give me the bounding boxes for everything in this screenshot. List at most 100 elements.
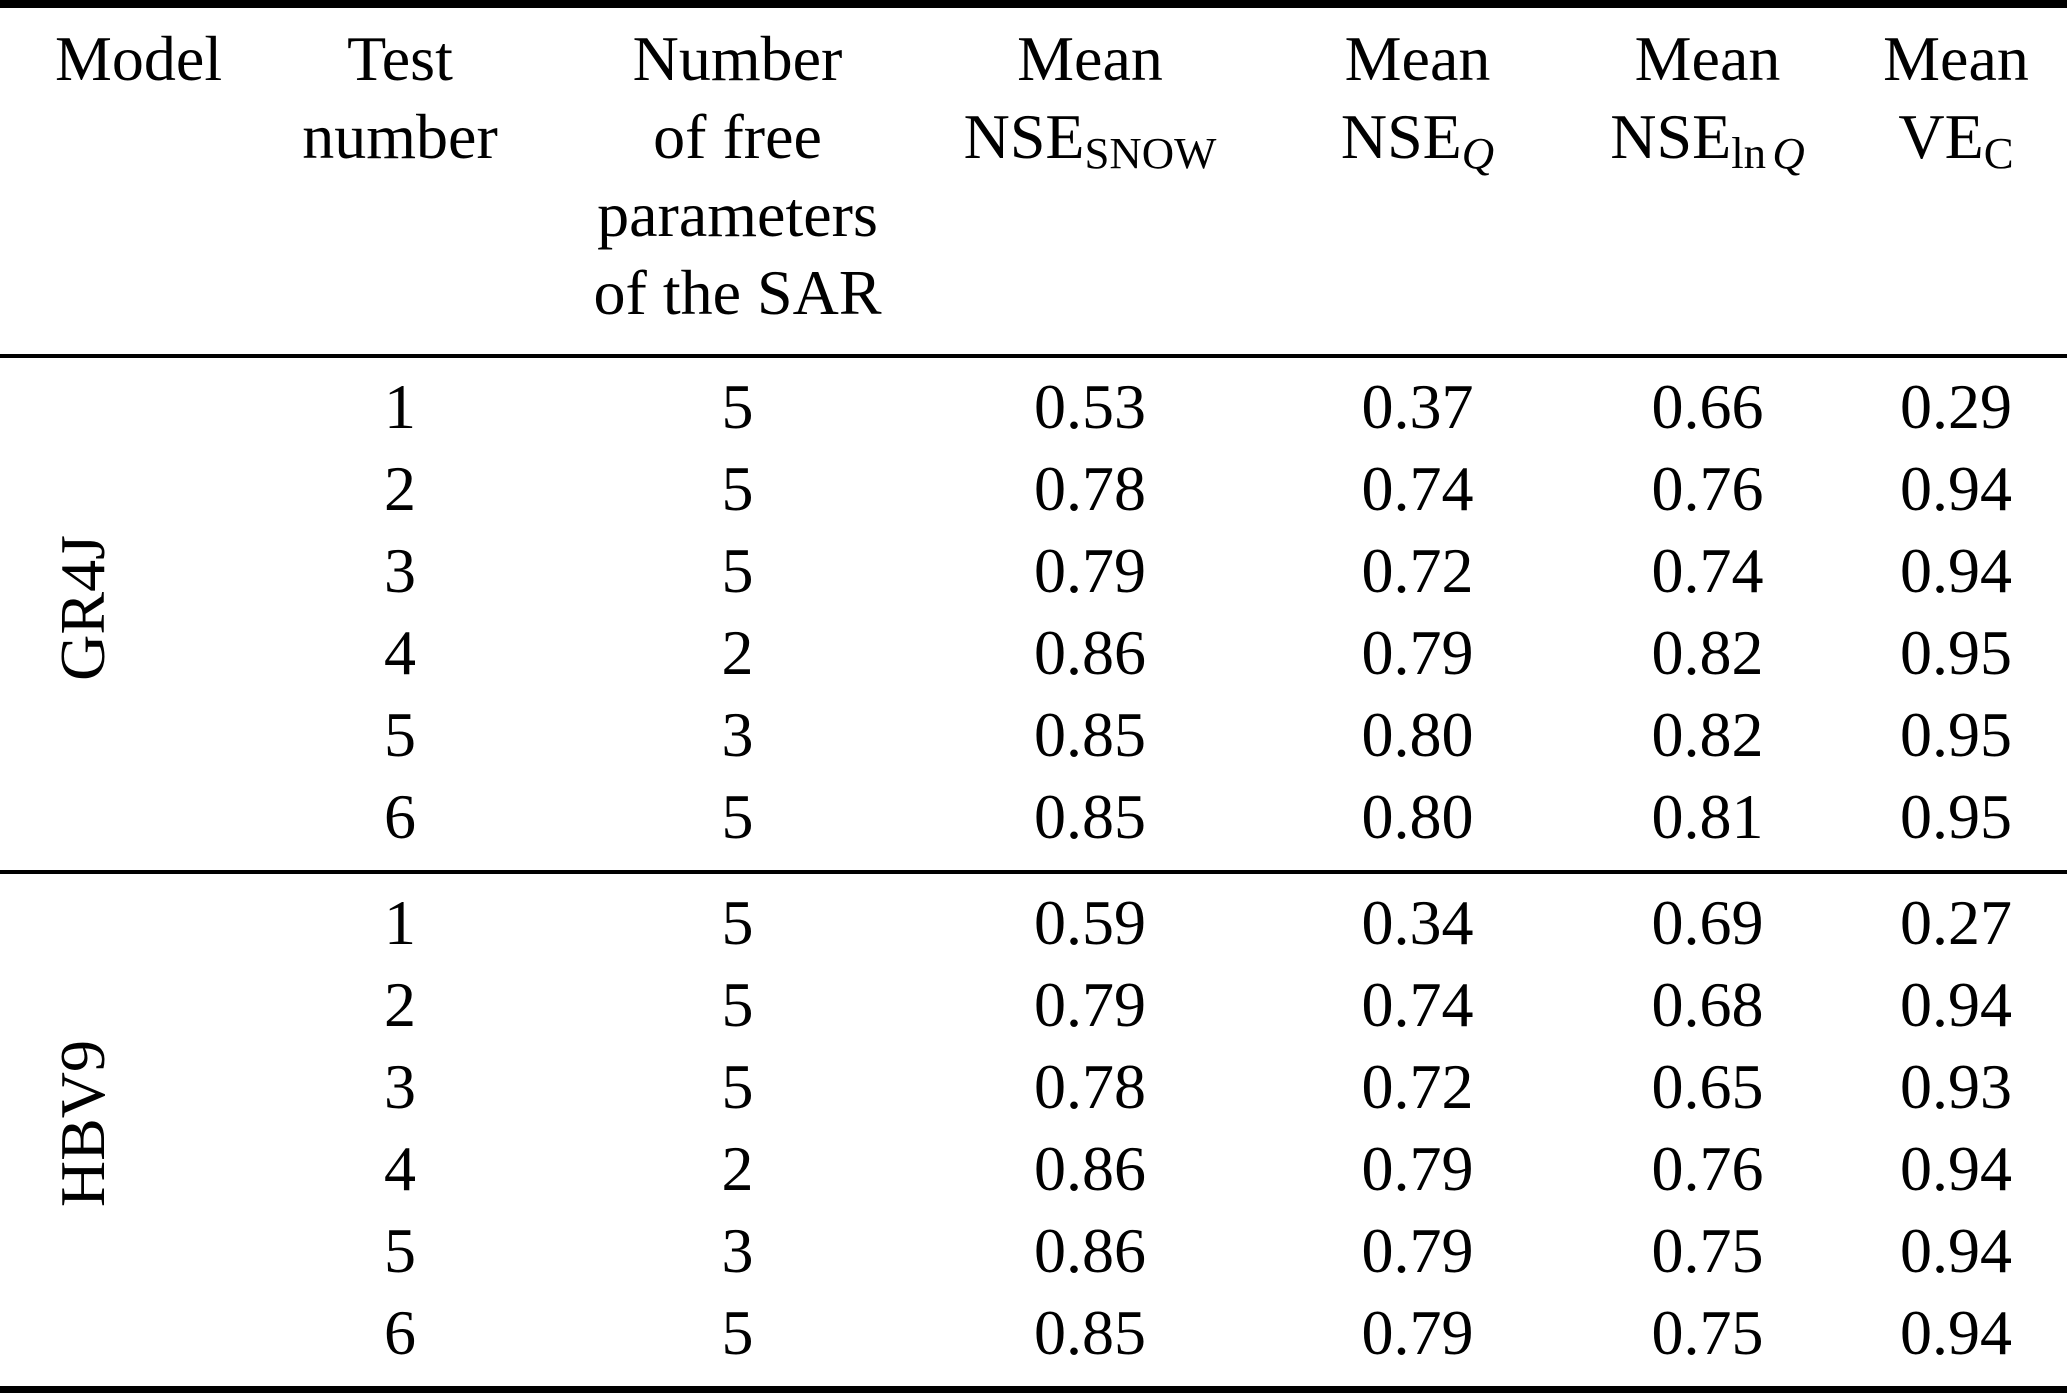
cell-mean-ve-c: 0.95 (1900, 781, 2012, 852)
cell-mean-ve-c: 0.27 (1900, 887, 2012, 958)
rotated-model-text: GR4J (46, 535, 118, 681)
cell-mean-ve-c: 0.95 (1900, 699, 2012, 770)
cell-mean-ve-c: 0.94 (1900, 969, 2012, 1040)
cell-mean-ve-c: 0.29 (1900, 371, 2012, 442)
cell-mean-ve-c: 0.94 (1900, 1215, 2012, 1286)
mean-label: Mean (1017, 23, 1163, 94)
cell-mean-nse-q: 0.79 (1361, 1215, 1474, 1286)
cell-free-params: 3 (721, 1215, 754, 1286)
cell-mean-nse-lnq: 0.76 (1651, 453, 1764, 524)
model-label-hbv9: HBV9 (0, 872, 240, 1390)
cell-mean-nse-lnq: 0.75 (1651, 1297, 1764, 1368)
col-header-params-line1: Number (632, 23, 843, 94)
nse-lnq-label: NSEln Q (1570, 98, 1845, 176)
table-row: 4 2 0.86 0.79 0.82 0.95 (0, 612, 2067, 694)
table-row: 3 5 0.79 0.72 0.74 0.94 (0, 530, 2067, 612)
col-header-test-number: Test number (240, 4, 560, 356)
col-header-test-line2: number (302, 101, 498, 172)
nse-base: NSE (963, 101, 1085, 172)
cell-free-params: 5 (721, 781, 754, 852)
ve-c-label: VEC (1845, 98, 2067, 176)
ve-base: VE (1898, 101, 1984, 172)
cell-free-params: 5 (721, 453, 754, 524)
cell-mean-nse-q: 0.37 (1361, 371, 1474, 442)
table-row: 6 5 0.85 0.79 0.75 0.94 (0, 1292, 2067, 1390)
cell-test-number: 4 (384, 617, 416, 688)
cell-mean-nse-snow: 0.86 (1034, 1133, 1146, 1204)
group-gr4j: GR4J 1 5 0.53 0.37 0.66 0.29 2 5 0.78 0.… (0, 356, 2067, 872)
cell-mean-nse-lnq: 0.76 (1651, 1133, 1764, 1204)
col-header-model: Model (0, 4, 240, 356)
mean-label: Mean (1634, 23, 1781, 94)
cell-mean-nse-lnq: 0.66 (1651, 371, 1764, 442)
cell-mean-nse-snow: 0.79 (1034, 535, 1146, 606)
cell-mean-ve-c: 0.94 (1900, 535, 2012, 606)
col-header-test-line1: Test (347, 23, 453, 94)
cell-free-params: 5 (721, 535, 754, 606)
cell-mean-nse-snow: 0.78 (1034, 1051, 1146, 1122)
cell-mean-nse-snow: 0.85 (1034, 699, 1146, 770)
cell-test-number: 2 (384, 453, 416, 524)
cell-mean-nse-q: 0.72 (1361, 535, 1474, 606)
col-header-params-line3: parameters (597, 179, 878, 250)
col-header-params-line4: of the SAR (593, 257, 882, 328)
col-header-mean-nse-snow: Mean NSESNOW (915, 4, 1265, 356)
col-header-free-parameters: Number of free parameters of the SAR (560, 4, 915, 356)
table-row: HBV9 1 5 0.59 0.34 0.69 0.27 (0, 872, 2067, 1208)
cell-mean-nse-q: 0.80 (1361, 699, 1474, 770)
cell-mean-nse-q: 0.72 (1361, 1051, 1474, 1122)
nse-base: NSE (1340, 101, 1462, 172)
cell-mean-ve-c: 0.93 (1900, 1051, 2012, 1122)
cell-mean-nse-snow: 0.86 (1034, 617, 1146, 688)
cell-mean-nse-lnq: 0.65 (1651, 1051, 1764, 1122)
nse-snow-label: NSESNOW (915, 98, 1265, 176)
table-header: Model Test number Number of free paramet… (0, 4, 2067, 356)
cell-mean-nse-lnq: 0.74 (1651, 535, 1764, 606)
group-hbv9: HBV9 1 5 0.59 0.34 0.69 0.27 2 5 0.79 0.… (0, 872, 2067, 1390)
rotated-model-text: HBV9 (46, 1040, 118, 1208)
cell-test-number: 6 (384, 1297, 416, 1368)
cell-mean-nse-snow: 0.53 (1034, 371, 1146, 442)
cell-test-number: 1 (384, 371, 416, 442)
cell-mean-ve-c: 0.94 (1900, 453, 2012, 524)
cell-free-params: 2 (721, 1133, 754, 1204)
cell-mean-nse-q: 0.79 (1361, 1297, 1474, 1368)
ve-c-subscript: C (1983, 127, 2014, 178)
table-row: 2 5 0.78 0.74 0.76 0.94 (0, 448, 2067, 530)
cell-mean-ve-c: 0.95 (1900, 617, 2012, 688)
mean-label: Mean (1344, 23, 1491, 94)
mean-label: Mean (1883, 23, 2029, 94)
cell-mean-nse-lnq: 0.82 (1651, 617, 1764, 688)
cell-mean-ve-c: 0.94 (1900, 1133, 2012, 1204)
nse-q-subscript: Q (1461, 127, 1495, 178)
cell-test-number: 5 (384, 699, 416, 770)
col-header-mean-nse-lnq: Mean NSEln Q (1570, 4, 1845, 356)
cell-test-number: 4 (384, 1133, 416, 1204)
cell-mean-nse-lnq: 0.68 (1651, 969, 1764, 1040)
nse-lnq-subscript: ln Q (1731, 128, 1804, 178)
cell-test-number: 3 (384, 1051, 416, 1122)
cell-mean-nse-snow: 0.78 (1034, 453, 1146, 524)
cell-mean-nse-lnq: 0.82 (1651, 699, 1764, 770)
cell-test-number: 2 (384, 969, 416, 1040)
header-row: Model Test number Number of free paramet… (0, 4, 2067, 356)
col-header-params-line2: of free (653, 101, 822, 172)
cell-mean-nse-snow: 0.85 (1034, 781, 1146, 852)
col-header-mean-nse-q: Mean NSEQ (1265, 4, 1570, 356)
cell-mean-nse-q: 0.79 (1361, 617, 1474, 688)
model-label-gr4j: GR4J (0, 356, 240, 872)
ln-part: ln (1731, 127, 1767, 178)
cell-mean-nse-lnq: 0.69 (1651, 887, 1764, 958)
cell-free-params: 5 (721, 1297, 754, 1368)
cell-mean-nse-snow: 0.85 (1034, 1297, 1146, 1368)
cell-test-number: 3 (384, 535, 416, 606)
cell-free-params: 5 (721, 1051, 754, 1122)
cell-mean-ve-c: 0.94 (1900, 1297, 2012, 1368)
cell-mean-nse-q: 0.74 (1361, 453, 1474, 524)
cell-free-params: 5 (721, 969, 754, 1040)
nse-q-label: NSEQ (1265, 98, 1570, 176)
table-row: 3 5 0.78 0.72 0.65 0.93 (0, 1046, 2067, 1128)
q-part: Q (1772, 127, 1805, 178)
nse-base: NSE (1610, 101, 1732, 172)
